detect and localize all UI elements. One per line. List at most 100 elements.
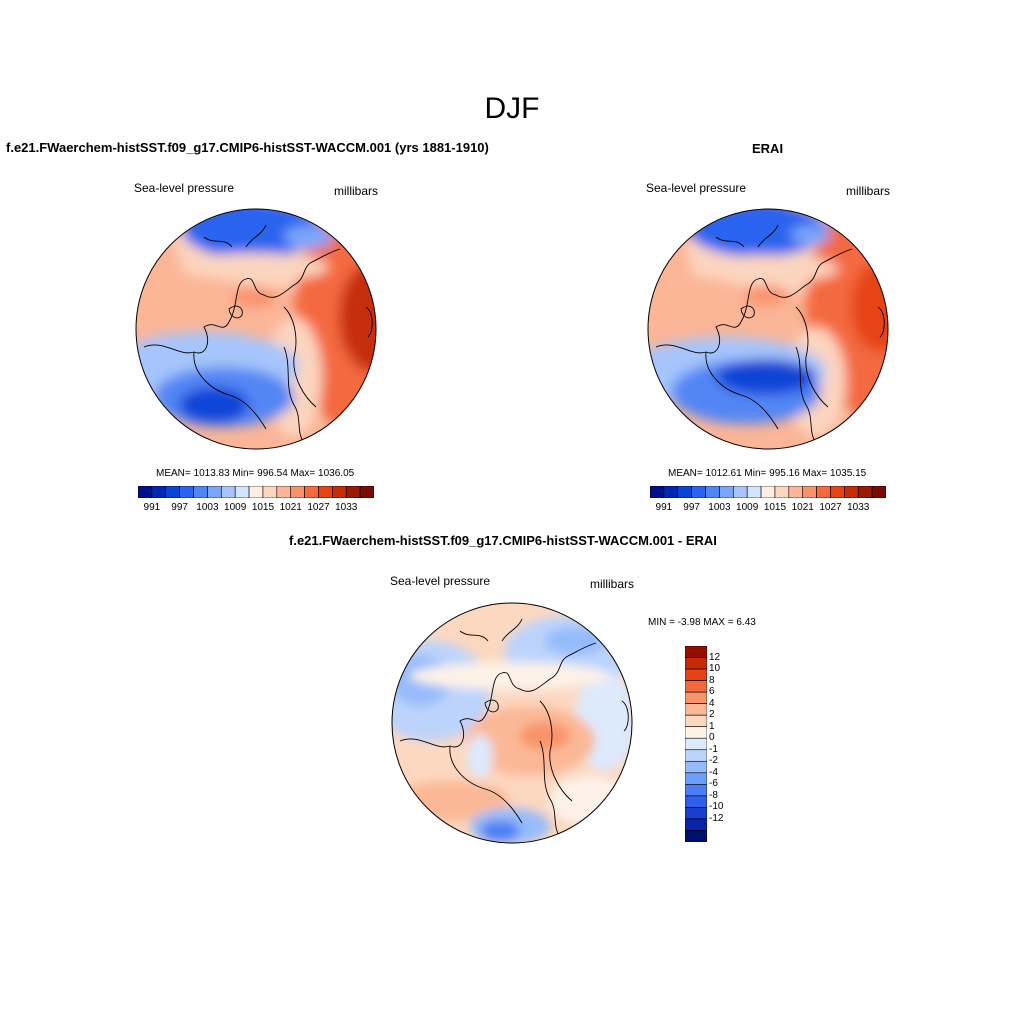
colorbar-swatch	[650, 486, 665, 498]
panel-3-title: f.e21.FWaerchem-histSST.f09_g17.CMIP6-hi…	[289, 533, 717, 548]
colorbar-tick-label: 1009	[736, 502, 759, 513]
colorbar-tick-label: -2	[709, 755, 718, 767]
colorbar-tick-label: 6	[709, 686, 715, 698]
colorbar-swatch	[359, 486, 374, 498]
panel-2-colorbar	[650, 486, 886, 498]
colorbar-swatch	[685, 818, 707, 831]
colorbar-tick-label: 1003	[708, 502, 731, 513]
colorbar-swatch	[685, 726, 707, 739]
colorbar-tick-label: -10	[709, 801, 724, 813]
panel-2-polar-map	[647, 208, 889, 450]
colorbar-swatch	[207, 486, 222, 498]
colorbar-swatch	[262, 486, 278, 498]
panel-3-units-label: millibars	[590, 577, 635, 591]
panel-3-colorbar-ticks: 12 10 8 6 4 2 1 0 -1 -2 -4 -6 -8 -10 -12	[709, 646, 739, 842]
colorbar-swatch	[705, 486, 720, 498]
panel-1-polar-map	[135, 208, 377, 450]
colorbar-tick-label: 991	[143, 502, 161, 513]
colorbar-swatch	[138, 486, 153, 498]
colorbar-swatch	[685, 795, 707, 808]
colorbar-swatch	[871, 486, 886, 498]
colorbar-swatch	[691, 486, 706, 498]
panel-2-units-label: millibars	[846, 184, 891, 198]
colorbar-tick-label: 1009	[224, 502, 247, 513]
colorbar-swatch	[276, 486, 292, 498]
colorbar-swatch	[844, 486, 859, 498]
panel-2-title: ERAI	[752, 141, 784, 156]
colorbar-swatch	[290, 486, 305, 498]
panel-1-colorbar-ticks: 991 997 1003 1009 1015 1021 1027 1033	[138, 502, 374, 516]
colorbar-swatch	[802, 486, 817, 498]
colorbar-swatch	[332, 486, 347, 498]
colorbar-tick-label: 1027	[819, 502, 842, 513]
colorbar-swatch	[685, 760, 707, 774]
panel-1-stats: MEAN= 1013.83 Min= 996.54 Max= 1036.05	[156, 468, 355, 479]
colorbar-swatch	[760, 486, 776, 498]
colorbar-swatch	[685, 749, 707, 762]
colorbar-swatch	[685, 807, 707, 820]
colorbar-tick-label: 1033	[847, 502, 870, 513]
colorbar-swatch	[685, 646, 707, 658]
panel-3-polar-map	[391, 602, 633, 844]
colorbar-tick-label: -1	[709, 743, 718, 755]
colorbar-tick-label: 1015	[251, 502, 275, 513]
panel-1-title: f.e21.FWaerchem-histSST.f09_g17.CMIP6-hi…	[6, 140, 489, 155]
colorbar-tick-label: -12	[709, 812, 724, 824]
colorbar-swatch	[774, 486, 790, 498]
panel-1-units-label: millibars	[334, 184, 379, 198]
colorbar-swatch	[788, 486, 804, 498]
colorbar-swatch	[179, 486, 194, 498]
panel-2-variable-label: Sea-level pressure	[646, 181, 747, 195]
colorbar-swatch	[151, 486, 167, 498]
colorbar-tick-label: 1015	[763, 502, 787, 513]
colorbar-swatch	[165, 486, 180, 498]
colorbar-tick-label: -4	[709, 766, 718, 778]
colorbar-tick-label: -6	[709, 778, 718, 790]
colorbar-tick-label: 0	[709, 732, 715, 744]
colorbar-swatch	[719, 486, 734, 498]
colorbar-swatch	[663, 486, 679, 498]
colorbar-swatch	[816, 486, 831, 498]
colorbar-tick-label: 1021	[279, 502, 302, 513]
panel-1-colorbar	[138, 486, 374, 498]
colorbar-tick-label: 1	[709, 720, 715, 732]
colorbar-tick-label: 997	[683, 502, 700, 513]
colorbar-tick-label: 1021	[791, 502, 814, 513]
colorbar-tick-label: 12	[709, 651, 721, 663]
colorbar-swatch	[685, 668, 707, 681]
colorbar-swatch	[318, 486, 333, 498]
colorbar-swatch	[685, 737, 707, 751]
colorbar-swatch	[732, 486, 748, 498]
panel-3-stats: MIN = -3.98 MAX = 6.43	[648, 617, 756, 628]
colorbar-swatch	[193, 486, 208, 498]
colorbar-tick-label: 8	[709, 674, 715, 686]
panel-1-variable-label: Sea-level pressure	[134, 181, 235, 195]
colorbar-swatch	[830, 486, 845, 498]
colorbar-swatch	[220, 486, 236, 498]
colorbar-swatch	[685, 714, 707, 728]
colorbar-swatch	[685, 657, 707, 670]
colorbar-tick-label: 1027	[307, 502, 330, 513]
colorbar-swatch	[345, 486, 361, 498]
colorbar-swatch	[685, 680, 707, 693]
panel-3-variable-label: Sea-level pressure	[390, 574, 491, 588]
colorbar-swatch	[248, 486, 264, 498]
colorbar-swatch	[685, 703, 707, 716]
colorbar-tick-label: 997	[171, 502, 188, 513]
colorbar-swatch	[685, 784, 707, 797]
colorbar-tick-label: 1003	[196, 502, 219, 513]
colorbar-tick-label: 2	[709, 709, 715, 721]
colorbar-tick-label: 1033	[335, 502, 358, 513]
colorbar-tick-label: 991	[655, 502, 673, 513]
colorbar-swatch	[234, 486, 250, 498]
panel-2-stats: MEAN= 1012.61 Min= 995.16 Max= 1035.15	[668, 468, 867, 479]
colorbar-swatch	[857, 486, 873, 498]
figure-title: DJF	[484, 92, 540, 125]
colorbar-tick-label: 10	[709, 663, 721, 675]
colorbar-swatch	[677, 486, 692, 498]
colorbar-tick-label: -8	[709, 789, 718, 801]
panel-3-colorbar	[685, 646, 707, 842]
colorbar-swatch	[304, 486, 319, 498]
colorbar-swatch	[746, 486, 762, 498]
colorbar-swatch	[685, 691, 707, 704]
